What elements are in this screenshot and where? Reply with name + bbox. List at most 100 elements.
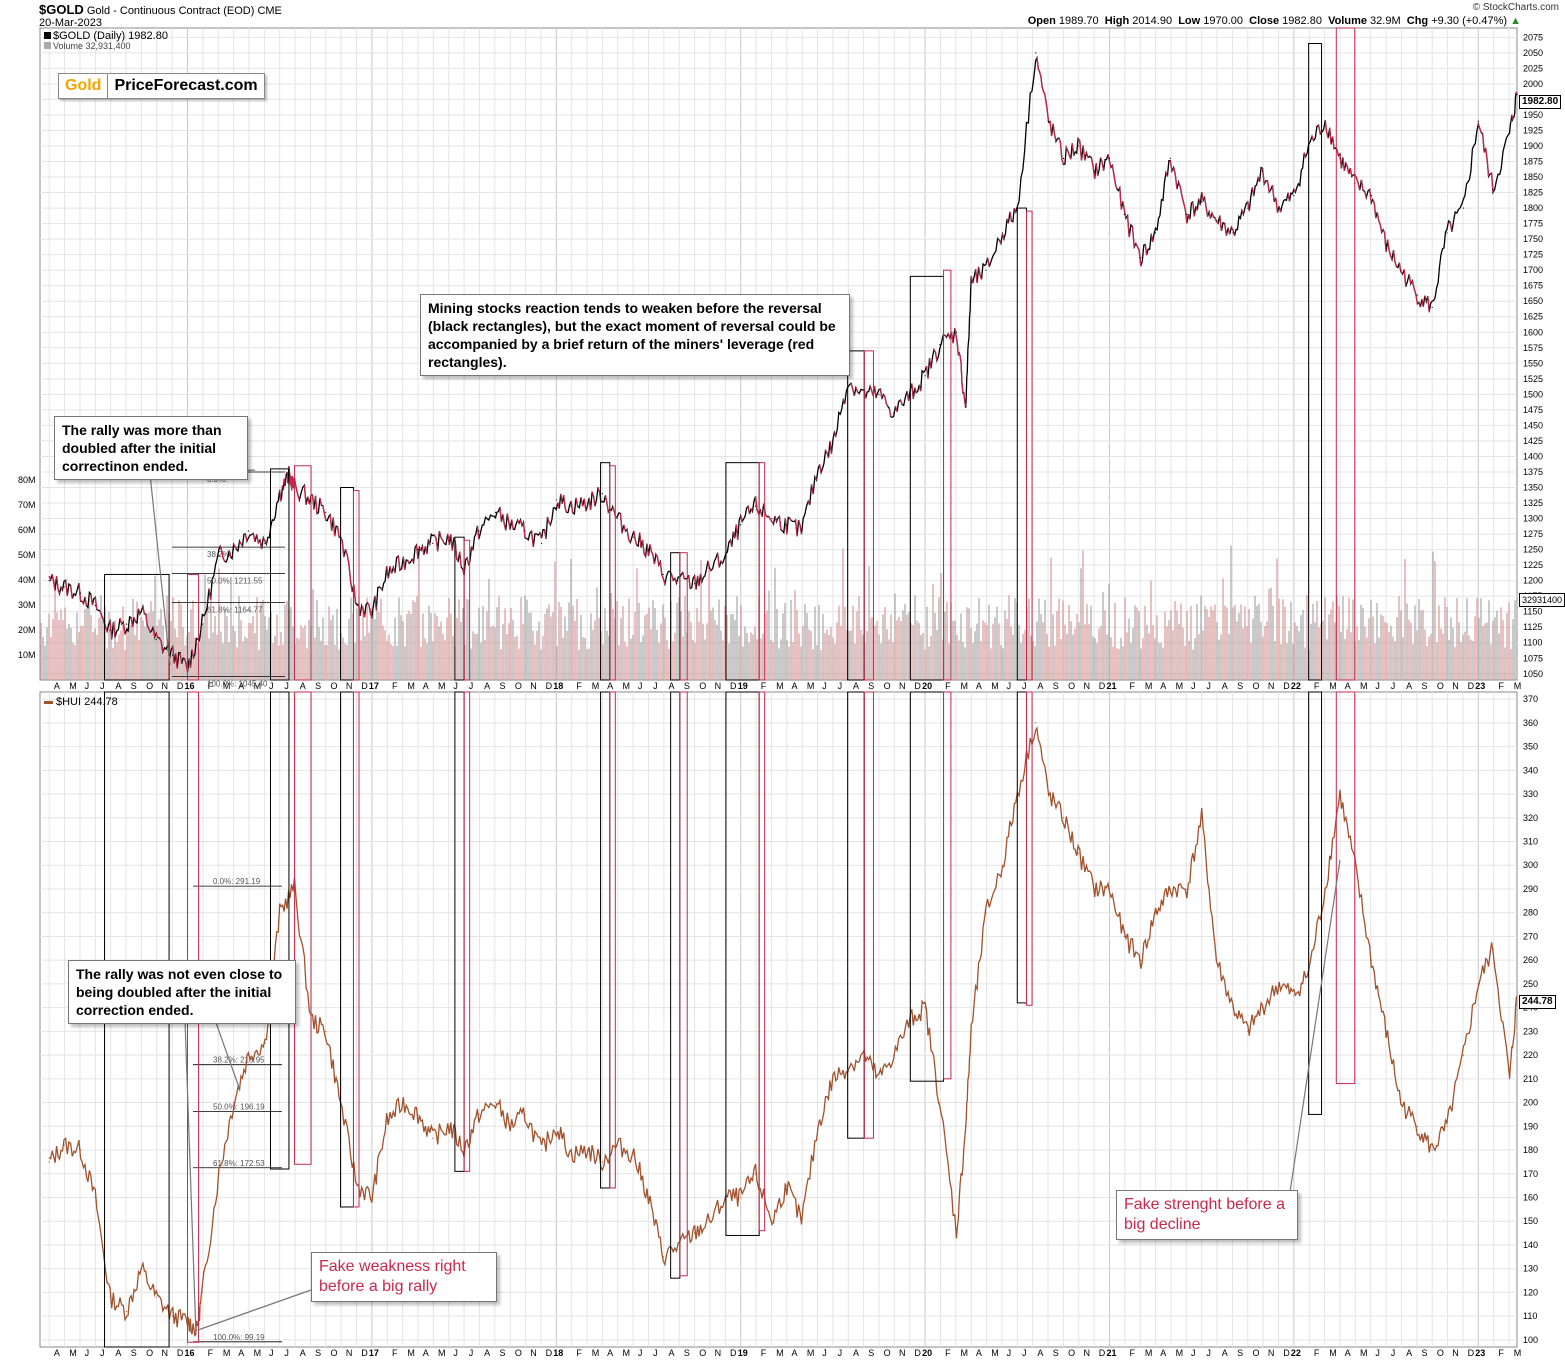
gold-price-line-point	[1477, 120, 1479, 122]
gold-price-line-down-segment	[81, 600, 85, 604]
gold-price-line-down-segment	[592, 496, 596, 507]
gold-price-line-point	[1370, 195, 1372, 197]
gold-legend-text: $GOLD (Daily) 1982.80	[53, 30, 168, 42]
gold-x-tick-label: J	[1391, 681, 1396, 691]
gold-price-line-down-segment	[850, 383, 854, 389]
hui-y-tick-label: 140	[1523, 1240, 1538, 1250]
gold-price-line-down-segment	[433, 534, 437, 539]
hui-price-line-point	[587, 1149, 589, 1151]
gold-price-line-down-segment	[961, 383, 964, 394]
gold-price-line-point	[1293, 195, 1295, 197]
gold-price-line-down-segment	[1411, 280, 1415, 289]
gold-price-line-down-segment	[1101, 161, 1105, 171]
hui-price-line-point	[647, 1196, 650, 1199]
gold-price-line-down-segment	[696, 575, 700, 587]
gold-price-line-down-segment	[1092, 166, 1096, 179]
hui-price-line-point	[817, 1125, 819, 1127]
hui-x-tick-label: D	[914, 1348, 921, 1358]
gold-x-tick-label: M	[807, 681, 815, 691]
gold-price-line-down-segment	[656, 556, 660, 566]
hui-x-tick-label: A	[423, 1348, 429, 1358]
hui-x-tick-label: N	[715, 1348, 722, 1358]
gold-price-line-down-segment	[332, 517, 336, 537]
gold-price-line-down-segment	[634, 539, 638, 546]
gold-price-line-down-segment	[1085, 152, 1089, 158]
gold-price-line-down-segment	[899, 399, 903, 405]
gold-price-line-down-segment	[112, 621, 116, 638]
gold-price-line-point	[893, 412, 895, 414]
hui-x-tick-label: A	[1037, 1348, 1043, 1358]
gold-price-line-down-segment	[612, 506, 615, 512]
gold-price-line-down-segment	[583, 498, 587, 512]
gold-price-line-down-segment	[955, 337, 959, 344]
gold-price-line-down-segment	[1326, 132, 1329, 139]
hui-x-tick-label: D	[177, 1348, 184, 1358]
hui-price-line-point	[1324, 888, 1326, 890]
gold-y-tick-label: 1350	[1523, 483, 1543, 493]
gold-price-line-point	[325, 511, 327, 513]
gold-x-tick-label: 19	[738, 681, 748, 691]
hui-price-line-point	[893, 1054, 895, 1056]
gold-price-line-down-segment	[662, 578, 666, 585]
gold-price-line-down-segment	[1065, 147, 1069, 152]
hui-fibonacci-label: 100.0%: 99.19	[213, 1333, 265, 1342]
gold-price-line-down-segment	[810, 484, 814, 495]
hui-price-line-point	[786, 1185, 788, 1187]
gold-price-line-down-segment	[729, 539, 733, 547]
hui-x-tick-label: N	[1083, 1348, 1090, 1358]
gold-price-line-down-segment	[1198, 198, 1201, 206]
gold-price-line-down-segment	[307, 496, 311, 505]
hui-x-tick-label: J	[1375, 1348, 1380, 1358]
gold-price-line-point	[1278, 207, 1280, 209]
gold-price-line-down-segment	[349, 580, 353, 593]
gold-last-value-tag: 1982.80	[1519, 95, 1562, 109]
gold-price-line-down-segment	[626, 529, 630, 541]
hui-x-tick-label: A	[853, 1348, 859, 1358]
gold-x-tick-label: D	[1468, 681, 1475, 691]
hui-price-line-point	[1446, 1125, 1448, 1127]
gold-price-line-point	[48, 580, 50, 582]
gold-price-line-down-segment	[78, 583, 82, 602]
gold-price-line-down-segment	[998, 239, 1002, 244]
gold-price-line-down-segment	[1179, 186, 1183, 197]
gold-price-line-down-segment	[1482, 133, 1485, 153]
gold-price-line-down-segment	[682, 572, 685, 579]
gold-price-line-point	[494, 511, 497, 513]
gold-price-line-point	[1324, 120, 1326, 122]
hui-price-line-point	[1293, 995, 1295, 997]
gold-x-tick-label: J	[453, 681, 458, 691]
gold-price-line-down-segment	[389, 566, 393, 574]
gold-price-line-down-segment	[69, 585, 73, 599]
gold-price-line-down-segment	[1040, 76, 1043, 88]
hui-price-line-point	[201, 1291, 203, 1294]
gold-price-line-down-segment	[606, 502, 609, 512]
gold-price-line-point	[371, 611, 373, 613]
gold-price-line-down-segment	[699, 573, 703, 582]
gold-x-tick-label: J	[1022, 681, 1027, 691]
gold-x-tick-label: A	[484, 681, 490, 691]
volume-y-tick-label: 80M	[18, 475, 36, 485]
gold-price-line-point	[1201, 201, 1203, 203]
hui-price-line-point	[1077, 852, 1079, 854]
gold-price-line-down-segment	[380, 587, 383, 591]
gold-price-line-down-segment	[440, 537, 444, 541]
hui-x-tick-label: S	[315, 1348, 321, 1358]
volume-legend-text: Volume 32,931,400	[53, 41, 131, 51]
hui-price-line-point	[1385, 1030, 1387, 1032]
gold-x-tick-label: O	[515, 681, 522, 691]
gold-price-line-down-segment	[1045, 102, 1048, 112]
hui-price-line-point	[1140, 959, 1142, 961]
gold-price-line-down-segment	[415, 545, 419, 559]
gold-price-line-down-segment	[221, 550, 224, 559]
gold-price-line-down-segment	[435, 538, 439, 552]
red-rectangle-gold	[863, 350, 874, 681]
gold-price-line-down-segment	[974, 269, 978, 283]
gold-price-line-down-segment	[1067, 150, 1070, 156]
gold-price-line-down-segment	[759, 510, 763, 517]
gold-y-tick-label: 1225	[1523, 560, 1543, 570]
gold-price-line-down-segment	[963, 392, 966, 402]
gold-y-tick-label: 1300	[1523, 514, 1543, 524]
hui-price-line-point	[1416, 1125, 1419, 1127]
up-arrow-icon: ▲	[1510, 15, 1521, 27]
fake-strength-pointer	[1289, 859, 1341, 1193]
